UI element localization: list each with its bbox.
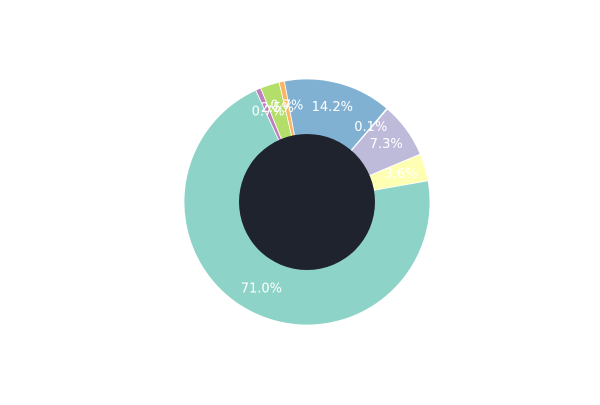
slice-label-5: 0.1% <box>354 120 387 135</box>
slice-label-1: 0.7% <box>252 105 285 120</box>
slice-label-2: 2.5% <box>261 101 294 116</box>
labels-layer: 71.0% 0.7%2.5%0.7% 14.2%0.1% 7.3% 3.6% <box>241 99 418 297</box>
slice-label-6: 7.3% <box>370 137 403 152</box>
slice-label-0: 71.0% <box>241 281 282 296</box>
slice-label-3: 0.7% <box>270 99 303 114</box>
donut-center-hole <box>239 134 375 270</box>
slice-label-7: 3.6% <box>384 167 417 182</box>
slice-label-4: 14.2% <box>312 100 353 115</box>
